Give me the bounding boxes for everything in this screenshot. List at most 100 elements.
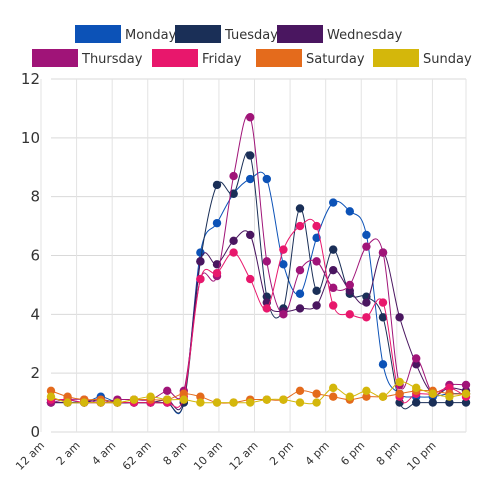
data-point <box>329 266 338 275</box>
legend-item-wednesday: Wednesday <box>277 25 403 43</box>
data-point <box>246 174 255 184</box>
legend-item-thursday: Thursday <box>32 49 143 67</box>
data-point <box>362 386 371 396</box>
legend-item-tuesday: Tuesday <box>175 25 278 43</box>
legend-swatch <box>256 49 302 67</box>
x-tick-label: 2 am <box>54 439 83 468</box>
x-tick-label: 2 pm <box>267 439 296 468</box>
data-point <box>212 218 222 228</box>
legend-swatch <box>32 49 78 67</box>
data-point <box>63 398 72 407</box>
data-point <box>163 386 172 396</box>
data-point <box>329 383 338 393</box>
x-axis-ticks: 12 am 2 am 4 am 62 am 8 am 10 am 12 am 2 pm 4 pm… <box>13 439 438 473</box>
data-point <box>295 221 305 231</box>
data-point <box>295 289 305 298</box>
data-point <box>46 392 56 401</box>
series-tuesday <box>46 151 471 414</box>
series-line <box>50 218 467 408</box>
legend-label: Monday <box>125 28 177 43</box>
data-point <box>345 310 354 319</box>
data-point <box>46 386 56 396</box>
x-tick-label: 8 am <box>160 439 189 468</box>
y-tick-label: 12 <box>21 70 40 88</box>
data-point <box>63 392 72 401</box>
legend-item-saturday: Saturday <box>256 49 365 67</box>
y-tick-label: 8 <box>30 188 40 206</box>
legend-item-monday: Monday <box>75 25 177 43</box>
data-point <box>113 398 122 407</box>
data-point <box>279 310 288 319</box>
data-point <box>262 174 271 184</box>
data-point <box>395 389 404 398</box>
data-point <box>312 257 321 266</box>
data-point <box>196 392 205 401</box>
data-point <box>312 221 321 231</box>
data-point <box>212 268 222 278</box>
data-point <box>96 398 106 407</box>
data-point <box>428 398 437 407</box>
series-friday <box>46 218 471 408</box>
data-point <box>246 151 255 160</box>
data-point <box>329 245 338 254</box>
x-tick-label: 12 am <box>227 439 261 473</box>
data-point <box>445 392 454 401</box>
x-tick-label: 6 pm <box>338 439 367 468</box>
data-point <box>428 389 437 398</box>
data-point <box>378 248 388 257</box>
legend-swatch <box>373 49 419 67</box>
data-point <box>412 383 421 393</box>
data-point <box>229 236 238 245</box>
data-point <box>395 313 404 322</box>
series-sunday <box>46 377 471 407</box>
data-point <box>312 398 321 407</box>
data-point <box>378 360 388 369</box>
x-tick-label: 12 am <box>13 439 47 473</box>
legend-label: Friday <box>202 52 242 67</box>
data-point <box>461 398 471 407</box>
data-point <box>312 286 321 295</box>
data-point <box>129 395 139 404</box>
data-point <box>196 248 205 257</box>
x-tick-label: 62 am <box>120 439 154 473</box>
data-point <box>412 360 421 369</box>
data-point <box>295 398 305 407</box>
legend-item-sunday: Sunday <box>373 49 472 67</box>
series-monday <box>46 171 471 415</box>
data-point <box>229 248 238 257</box>
data-point <box>262 304 271 313</box>
data-point <box>262 395 271 404</box>
legend-label: Thursday <box>81 52 143 67</box>
data-point <box>196 257 205 266</box>
legend: Monday Tuesday Wednesday Thursday Friday Satu… <box>32 25 472 67</box>
data-point <box>345 207 354 216</box>
data-point <box>329 198 338 207</box>
data-point <box>196 398 205 407</box>
data-point <box>412 398 421 407</box>
legend-label: Tuesday <box>224 28 278 43</box>
data-point <box>179 395 188 404</box>
legend-label: Wednesday <box>327 28 403 43</box>
data-point <box>345 286 354 295</box>
data-point <box>362 242 371 251</box>
data-point <box>246 274 255 284</box>
data-point <box>345 392 354 401</box>
data-point <box>312 389 321 398</box>
data-point <box>312 233 321 243</box>
x-tick-label: 4 am <box>89 439 118 468</box>
data-point <box>279 245 288 254</box>
x-tick-label: 4 pm <box>303 439 332 468</box>
data-point <box>229 171 238 181</box>
legend-swatch <box>175 25 221 43</box>
series-line <box>50 151 466 414</box>
data-point <box>229 398 238 407</box>
data-point <box>378 298 388 307</box>
y-tick-label: 4 <box>30 305 40 323</box>
data-point <box>329 283 338 293</box>
y-tick-label: 6 <box>30 247 40 265</box>
data-point <box>312 301 321 310</box>
series-line <box>50 114 467 404</box>
data-point <box>246 398 255 407</box>
data-point <box>80 398 89 407</box>
